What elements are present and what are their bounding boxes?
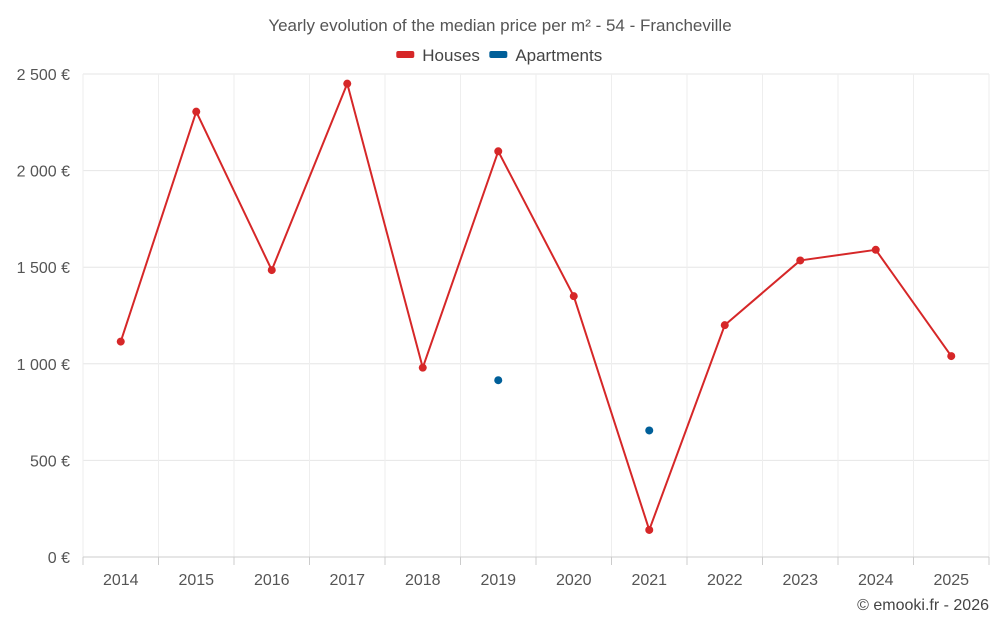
x-tick-label: 2025 [933, 572, 969, 589]
chart-title: Yearly evolution of the median price per… [268, 16, 731, 35]
x-tick-label: 2017 [329, 572, 365, 589]
series-layer [116, 79, 956, 534]
data-point-apartments[interactable] [494, 376, 503, 385]
data-point-houses[interactable] [494, 147, 503, 156]
data-point-houses[interactable] [645, 525, 654, 534]
x-tick-label: 2022 [707, 572, 743, 589]
credit-text: © emooki.fr - 2026 [857, 597, 989, 614]
legend-item-houses[interactable]: Houses [396, 46, 480, 65]
legend: Houses Apartments [396, 46, 602, 65]
data-point-houses[interactable] [343, 79, 352, 88]
legend-swatch [489, 51, 508, 58]
legend-label: Apartments [515, 46, 602, 65]
data-point-houses[interactable] [267, 266, 276, 275]
x-tick-label: 2018 [405, 572, 441, 589]
legend-label: Houses [422, 46, 480, 65]
gridlines [82, 73, 990, 558]
y-tick-label: 1 500 € [17, 260, 70, 277]
y-tick-label: 2 000 € [17, 164, 70, 181]
data-point-houses[interactable] [192, 107, 201, 116]
data-point-houses[interactable] [796, 256, 805, 265]
x-tick-label: 2016 [254, 572, 290, 589]
data-point-houses[interactable] [569, 292, 578, 301]
data-point-houses[interactable] [871, 245, 880, 254]
y-tick-label: 1 000 € [17, 357, 70, 374]
x-tick-label: 2019 [480, 572, 516, 589]
data-point-houses[interactable] [947, 352, 956, 361]
x-tick-label: 2024 [858, 572, 894, 589]
data-point-houses[interactable] [116, 337, 125, 346]
y-tick-label: 0 € [48, 550, 70, 567]
x-axis: 2014 2015 2016 2017 2018 2019 2020 2021 2022 2023… [82, 556, 990, 589]
data-point-houses[interactable] [418, 363, 427, 372]
y-tick-label: 2 500 € [17, 67, 70, 84]
legend-item-apartments[interactable]: Apartments [489, 46, 602, 65]
data-point-apartments[interactable] [645, 426, 654, 435]
x-tick-label: 2014 [103, 572, 139, 589]
legend-swatch [396, 51, 415, 58]
data-point-houses[interactable] [720, 321, 729, 330]
series-line-houses [119, 82, 953, 531]
x-tick-label: 2023 [782, 572, 818, 589]
x-tick-label: 2020 [556, 572, 592, 589]
y-axis: 0 € 500 € 1 000 € 1 500 € 2 000 € 2 500 € [17, 67, 70, 567]
x-tick-label: 2021 [631, 572, 667, 589]
x-tick-label: 2015 [178, 572, 214, 589]
y-tick-label: 500 € [30, 453, 70, 470]
